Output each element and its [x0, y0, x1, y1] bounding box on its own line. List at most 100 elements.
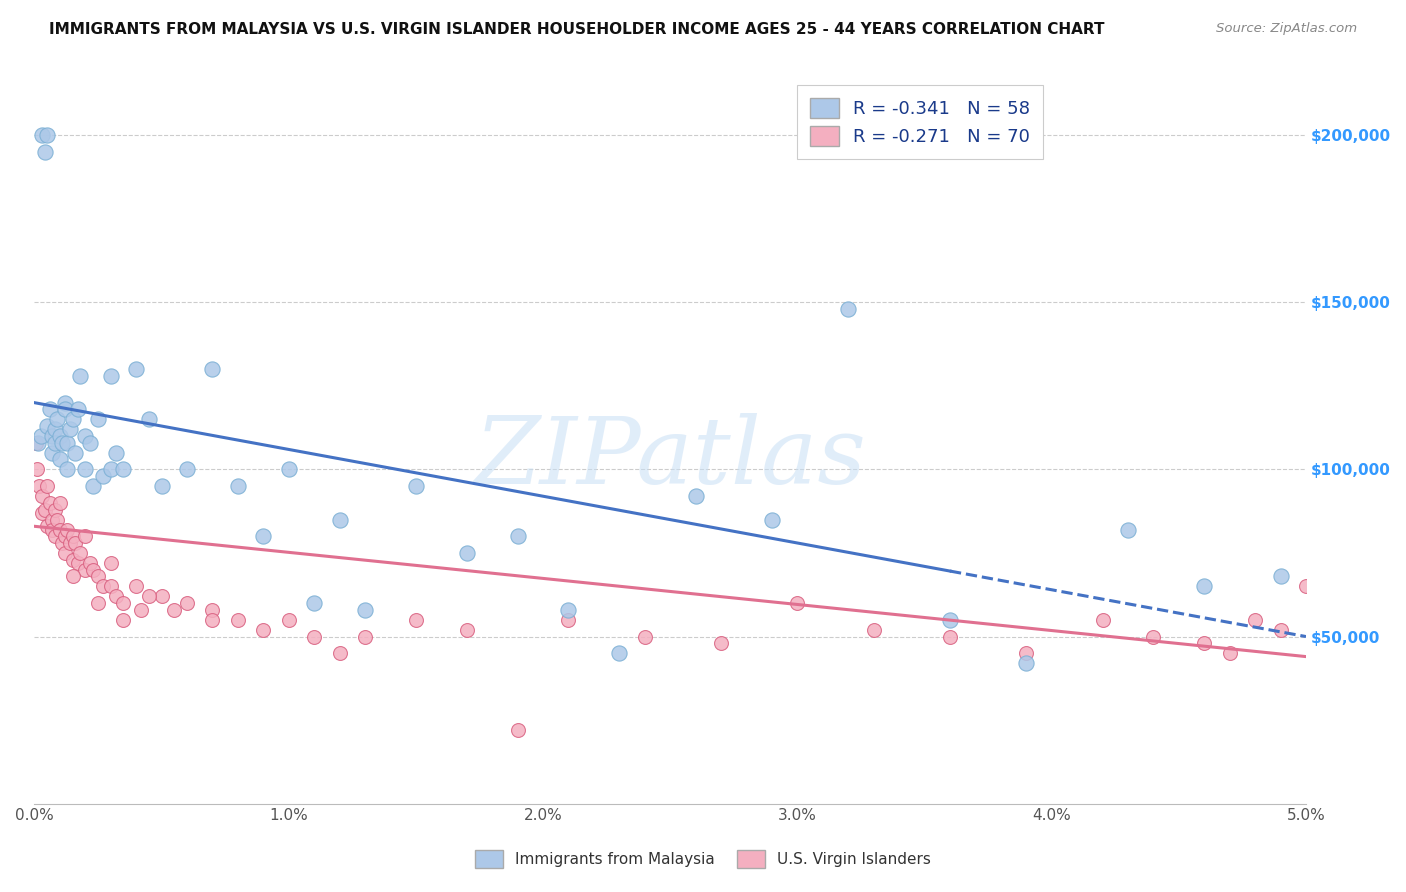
Point: [104, 590, 127, 604]
Point: [66, 402, 89, 417]
Point: [1270, 623, 1292, 637]
Point: [49, 496, 72, 510]
Point: [634, 630, 657, 644]
Point: [557, 613, 579, 627]
Point: [56, 435, 79, 450]
Point: [31, 128, 53, 143]
Point: [201, 613, 224, 627]
Point: [354, 603, 377, 617]
Point: [27, 435, 49, 450]
Point: [75, 429, 97, 443]
Point: [59, 536, 82, 550]
Point: [75, 462, 97, 476]
Point: [100, 556, 122, 570]
Point: [405, 479, 427, 493]
Point: [786, 596, 808, 610]
Point: [38, 496, 60, 510]
Point: [252, 623, 274, 637]
Point: [456, 623, 478, 637]
Point: [506, 529, 529, 543]
Point: [75, 529, 97, 543]
Point: [56, 462, 79, 476]
Point: [62, 529, 84, 543]
Point: [1295, 579, 1317, 593]
Point: [44, 435, 66, 450]
Point: [87, 569, 110, 583]
Point: [28, 479, 51, 493]
Text: ZIPatlas: ZIPatlas: [474, 413, 866, 503]
Point: [25, 462, 48, 476]
Point: [59, 422, 82, 436]
Point: [607, 646, 630, 660]
Point: [1015, 657, 1038, 671]
Point: [91, 579, 114, 593]
Point: [456, 546, 478, 560]
Point: [79, 556, 101, 570]
Point: [91, 469, 114, 483]
Point: [1194, 636, 1216, 650]
Point: [87, 596, 110, 610]
Point: [176, 596, 198, 610]
Point: [49, 429, 72, 443]
Point: [252, 529, 274, 543]
Point: [41, 429, 63, 443]
Point: [837, 302, 859, 317]
Point: [1219, 646, 1241, 660]
Point: [49, 452, 72, 467]
Point: [62, 412, 84, 426]
Point: [34, 502, 56, 516]
Point: [79, 435, 101, 450]
Point: [150, 590, 173, 604]
Point: [506, 723, 529, 738]
Point: [685, 489, 707, 503]
Point: [862, 623, 884, 637]
Point: [125, 362, 148, 376]
Point: [31, 506, 53, 520]
Point: [63, 536, 86, 550]
Point: [302, 630, 325, 644]
Point: [53, 402, 76, 417]
Point: [46, 412, 69, 426]
Point: [1091, 613, 1114, 627]
Point: [354, 630, 377, 644]
Point: [125, 579, 148, 593]
Point: [82, 479, 104, 493]
Point: [30, 429, 52, 443]
Point: [41, 513, 63, 527]
Point: [329, 513, 352, 527]
Point: [277, 462, 299, 476]
Point: [329, 646, 352, 660]
Point: [66, 556, 89, 570]
Point: [277, 613, 299, 627]
Point: [201, 603, 224, 617]
Point: [75, 563, 97, 577]
Point: [100, 579, 122, 593]
Point: [41, 523, 63, 537]
Point: [150, 479, 173, 493]
Point: [1270, 569, 1292, 583]
Point: [69, 546, 91, 560]
Legend: Immigrants from Malaysia, U.S. Virgin Islanders: Immigrants from Malaysia, U.S. Virgin Is…: [468, 844, 938, 873]
Point: [138, 590, 160, 604]
Point: [100, 368, 122, 383]
Point: [31, 489, 53, 503]
Point: [53, 395, 76, 409]
Point: [201, 362, 224, 376]
Point: [69, 368, 91, 383]
Point: [1244, 613, 1267, 627]
Point: [100, 462, 122, 476]
Point: [112, 462, 135, 476]
Point: [44, 502, 66, 516]
Point: [138, 412, 160, 426]
Point: [1116, 523, 1139, 537]
Text: Source: ZipAtlas.com: Source: ZipAtlas.com: [1216, 22, 1357, 36]
Point: [226, 613, 249, 627]
Point: [176, 462, 198, 476]
Point: [129, 603, 152, 617]
Point: [112, 613, 135, 627]
Point: [24, 435, 46, 450]
Point: [163, 603, 186, 617]
Text: IMMIGRANTS FROM MALAYSIA VS U.S. VIRGIN ISLANDER HOUSEHOLDER INCOME AGES 25 - 44: IMMIGRANTS FROM MALAYSIA VS U.S. VIRGIN …: [49, 22, 1105, 37]
Point: [44, 422, 66, 436]
Point: [82, 563, 104, 577]
